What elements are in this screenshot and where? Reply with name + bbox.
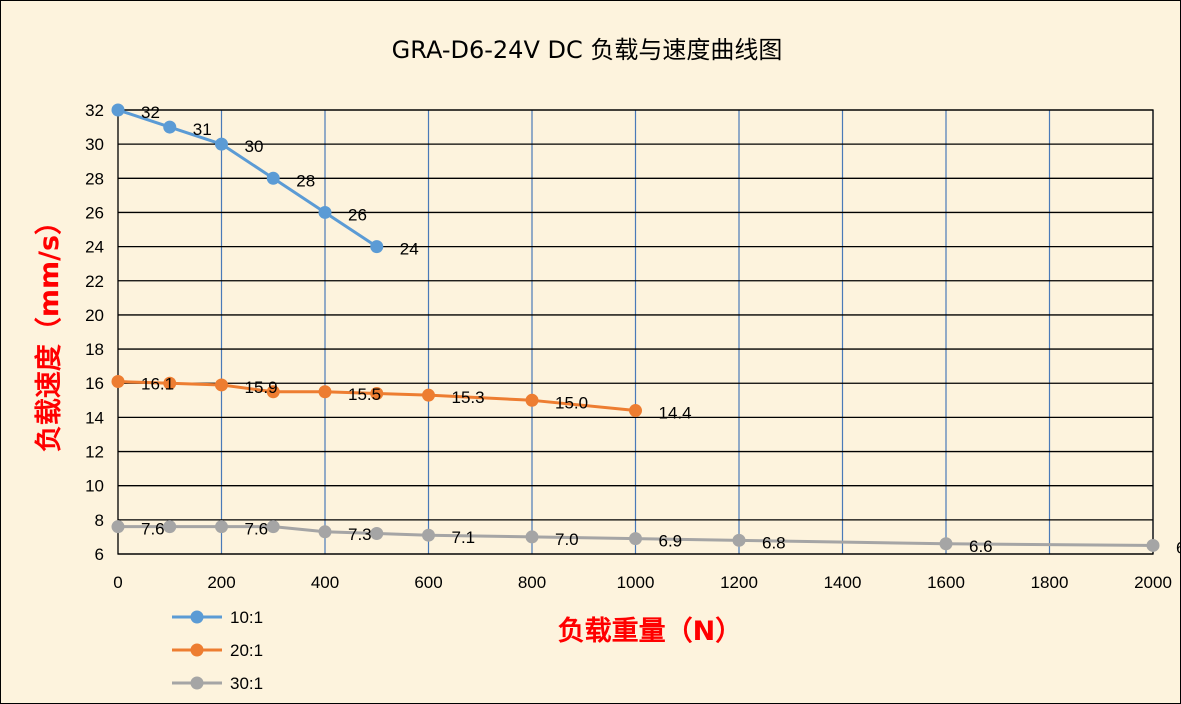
legend-label: 20:1 xyxy=(230,641,263,660)
legend: 10:1 20:1 30:1 xyxy=(172,608,263,693)
x-tick-label: 1200 xyxy=(720,573,758,592)
data-point xyxy=(370,386,384,400)
y-axis-title: 负载速度（mm/s） xyxy=(33,208,65,452)
legend-label: 30:1 xyxy=(230,674,263,693)
data-label: 6.5 xyxy=(1176,538,1181,557)
data-label: 15.0 xyxy=(555,393,588,412)
legend-marker xyxy=(190,610,204,624)
data-point xyxy=(111,520,125,534)
data-label: 7.0 xyxy=(555,530,579,549)
data-point xyxy=(215,520,228,534)
y-tick-label: 22 xyxy=(85,272,104,291)
data-point xyxy=(215,137,228,151)
y-tick-label: 20 xyxy=(85,306,104,325)
data-label: 32 xyxy=(141,103,160,122)
data-point xyxy=(318,385,332,399)
data-label: 14.4 xyxy=(659,404,692,423)
data-label: 15.3 xyxy=(452,388,485,407)
y-tick-label: 26 xyxy=(85,203,104,222)
data-label: 7.6 xyxy=(141,520,165,539)
data-point xyxy=(732,533,746,547)
data-label: 31 xyxy=(193,120,212,139)
x-axis-title: 负载重量（N） xyxy=(558,616,743,647)
x-tick-label: 800 xyxy=(518,573,546,592)
data-point xyxy=(163,120,177,134)
data-point xyxy=(939,537,953,551)
series-line xyxy=(118,525,1154,547)
data-point xyxy=(266,171,280,185)
data-point xyxy=(215,378,228,392)
data-point xyxy=(266,520,280,534)
data-label: 7.1 xyxy=(452,528,476,547)
data-label: 16.1 xyxy=(141,375,174,394)
data-point xyxy=(111,375,125,389)
data-label: 6.6 xyxy=(969,537,993,556)
data-label: 7.3 xyxy=(348,525,372,544)
y-tick-label: 32 xyxy=(85,101,104,120)
x-tick-label: 0 xyxy=(113,573,122,592)
data-label: 15.5 xyxy=(348,385,381,404)
data-point xyxy=(318,205,332,219)
y-tick-label: 8 xyxy=(95,511,104,530)
chart-title: GRA-D6-24V DC 负载与速度曲线图 xyxy=(392,36,783,64)
series-line xyxy=(117,108,378,248)
y-tick-label: 6 xyxy=(95,545,104,564)
data-labels: 32 31 30 28 26 24 16.1 15.9 15.5 15.3 15.0 14.4 7.6 7… xyxy=(141,103,1181,557)
y-tick-label: 28 xyxy=(85,169,104,188)
data-point xyxy=(370,240,384,254)
x-tick-label: 200 xyxy=(207,573,235,592)
x-tick-label: 1800 xyxy=(1031,573,1069,592)
x-tick-label: 400 xyxy=(311,573,339,592)
legend-label: 10:1 xyxy=(230,608,263,627)
data-label: 24 xyxy=(400,240,419,259)
x-tick-label: 1600 xyxy=(927,573,965,592)
y-tick-label: 10 xyxy=(85,477,104,496)
data-label: 7.6 xyxy=(245,520,269,539)
x-tick-label: 2000 xyxy=(1134,573,1172,592)
data-point xyxy=(163,376,177,390)
data-point xyxy=(370,527,384,541)
data-point xyxy=(163,520,177,534)
y-tick-label: 30 xyxy=(85,135,104,154)
data-label: 26 xyxy=(348,205,367,224)
data-point xyxy=(318,525,332,539)
data-point xyxy=(111,103,125,117)
data-point xyxy=(422,388,435,402)
plot-border xyxy=(117,109,1154,555)
y-tick-label: 14 xyxy=(85,408,104,427)
data-label: 15.9 xyxy=(245,378,278,397)
legend-marker xyxy=(190,643,204,657)
x-tick-label: 1400 xyxy=(824,573,862,592)
data-point xyxy=(629,404,642,418)
series xyxy=(111,103,1160,552)
data-label: 6.8 xyxy=(762,533,786,552)
data-point xyxy=(1146,538,1160,552)
data-label: 6.9 xyxy=(659,532,683,551)
y-tick-label: 16 xyxy=(85,374,104,393)
data-point xyxy=(629,532,642,546)
grid xyxy=(117,109,1154,555)
data-label: 28 xyxy=(296,171,315,190)
axes: 6 8 10 12 14 16 18 20 22 24 26 28 30 32 0 200 400 600 800 1… xyxy=(85,101,1172,592)
y-tick-label: 18 xyxy=(85,340,104,359)
data-point xyxy=(266,385,280,399)
data-point xyxy=(525,393,539,407)
y-tick-label: 24 xyxy=(85,238,104,257)
x-tick-label: 1000 xyxy=(617,573,655,592)
data-point xyxy=(525,530,539,544)
data-label: 30 xyxy=(245,137,264,156)
y-tick-label: 12 xyxy=(85,443,104,462)
x-tick-label: 600 xyxy=(414,573,442,592)
data-point xyxy=(422,528,435,542)
legend-marker xyxy=(190,676,204,690)
